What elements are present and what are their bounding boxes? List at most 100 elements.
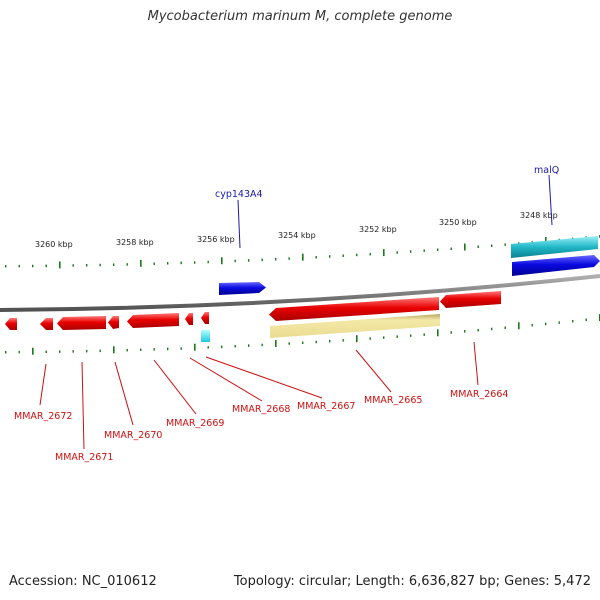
major-tick xyxy=(302,253,304,261)
minor-tick xyxy=(99,349,101,353)
label-malQ[interactable]: malQ xyxy=(534,165,559,176)
lower-scale-track xyxy=(5,314,600,355)
forward-labels: cyp143A4 malQ xyxy=(215,165,559,249)
minor-tick xyxy=(234,259,236,263)
gene-cyp143A4[interactable] xyxy=(219,282,266,295)
minor-tick xyxy=(261,343,263,347)
major-tick xyxy=(113,346,115,354)
major-tick xyxy=(383,249,385,257)
gene-MMAR-2670[interactable] xyxy=(108,316,119,329)
minor-tick xyxy=(477,328,479,332)
upper-scale-track xyxy=(5,235,600,269)
rrna-MMAR-2665[interactable] xyxy=(270,314,440,338)
scale-label-3248: 3248 kbp xyxy=(520,211,558,220)
minor-tick xyxy=(410,250,412,253)
map-title: Mycobacterium marinum M, complete genome xyxy=(147,9,453,24)
minor-tick xyxy=(5,264,7,268)
major-tick xyxy=(221,257,223,265)
scale-label-3256: 3256 kbp xyxy=(197,235,235,244)
label-MMAR-2670[interactable]: MMAR_2670 xyxy=(104,430,162,441)
minor-tick xyxy=(72,350,74,353)
minor-tick xyxy=(531,323,533,327)
major-tick xyxy=(437,329,439,337)
reverse-strand-features xyxy=(5,291,501,342)
minor-tick xyxy=(5,350,7,354)
major-tick xyxy=(32,347,34,355)
minor-tick xyxy=(153,262,155,265)
minor-tick xyxy=(558,321,560,324)
minor-tick xyxy=(140,348,142,352)
minor-tick xyxy=(248,259,250,262)
minor-tick xyxy=(234,344,236,348)
forward-strand-features xyxy=(219,236,600,295)
minor-tick xyxy=(207,260,209,264)
minor-tick xyxy=(126,263,128,266)
label-MMAR-2668[interactable]: MMAR_2668 xyxy=(232,404,290,415)
gene-MMAR-2673[interactable] xyxy=(5,318,17,330)
minor-tick xyxy=(410,334,412,337)
minor-tick xyxy=(261,258,263,262)
gene-MMAR-2671[interactable] xyxy=(57,316,106,330)
label-MMAR-2667[interactable]: MMAR_2667 xyxy=(297,401,355,412)
major-tick xyxy=(194,343,196,351)
minor-tick xyxy=(329,255,331,258)
gene-malQ[interactable] xyxy=(512,255,600,276)
major-tick xyxy=(275,340,277,348)
accession-text: Accession: NC_010612 xyxy=(9,574,157,589)
major-tick xyxy=(464,243,466,251)
minor-tick xyxy=(396,335,398,338)
label-MMAR-2665[interactable]: MMAR_2665 xyxy=(364,395,422,406)
gene-MMAR-2667[interactable] xyxy=(269,297,439,321)
minor-tick xyxy=(167,262,169,265)
label-MMAR-2672[interactable]: MMAR_2672 xyxy=(14,411,72,422)
minor-tick xyxy=(113,263,115,266)
minor-tick xyxy=(18,350,20,354)
gene-MMAR-2672[interactable] xyxy=(40,318,53,330)
minor-tick xyxy=(342,254,344,257)
minor-tick xyxy=(315,255,317,259)
minor-tick xyxy=(383,336,385,339)
minor-tick xyxy=(72,264,74,267)
minor-tick xyxy=(45,264,47,268)
gene-MMAR-2668b[interactable] xyxy=(201,312,209,324)
cds-MMAR-2668[interactable] xyxy=(201,330,210,342)
minor-tick xyxy=(450,247,452,251)
minor-tick xyxy=(207,346,209,349)
minor-tick xyxy=(180,261,182,265)
minor-tick xyxy=(126,348,128,352)
cds-malQ[interactable] xyxy=(511,236,598,258)
minor-tick xyxy=(342,339,344,342)
label-cyp143A4[interactable]: cyp143A4 xyxy=(215,189,263,200)
minor-tick xyxy=(464,330,466,333)
label-MMAR-2664[interactable]: MMAR_2664 xyxy=(450,389,508,400)
minor-tick xyxy=(153,348,155,351)
minor-tick xyxy=(86,349,88,353)
minor-tick xyxy=(369,252,371,256)
scale-label-3254: 3254 kbp xyxy=(278,231,316,240)
minor-tick xyxy=(167,347,169,351)
major-tick xyxy=(140,259,142,267)
scale-labels: 3260 kbp 3258 kbp 3256 kbp 3254 kbp 3252… xyxy=(35,211,558,249)
minor-tick xyxy=(356,253,358,257)
minor-tick xyxy=(545,322,547,326)
major-tick xyxy=(518,322,520,330)
minor-tick xyxy=(504,243,506,246)
gene-MMAR-2668a[interactable] xyxy=(185,313,193,325)
label-MMAR-2671[interactable]: MMAR_2671 xyxy=(55,452,113,463)
gene-MMAR-2664[interactable] xyxy=(440,291,501,308)
minor-tick xyxy=(248,344,250,347)
minor-tick xyxy=(585,318,587,322)
scale-label-3260: 3260 kbp xyxy=(35,240,73,249)
gene-MMAR-2669[interactable] xyxy=(127,313,179,328)
minor-tick xyxy=(423,333,425,336)
scale-label-3250: 3250 kbp xyxy=(439,218,477,227)
label-MMAR-2669[interactable]: MMAR_2669 xyxy=(166,418,224,429)
minor-tick xyxy=(572,319,574,323)
minor-tick xyxy=(396,251,398,254)
minor-tick xyxy=(477,245,479,249)
minor-tick xyxy=(504,326,506,330)
minor-tick xyxy=(329,339,331,343)
topology-text: Topology: circular; Length: 6,636,827 bp… xyxy=(233,574,591,589)
minor-tick xyxy=(99,263,101,267)
